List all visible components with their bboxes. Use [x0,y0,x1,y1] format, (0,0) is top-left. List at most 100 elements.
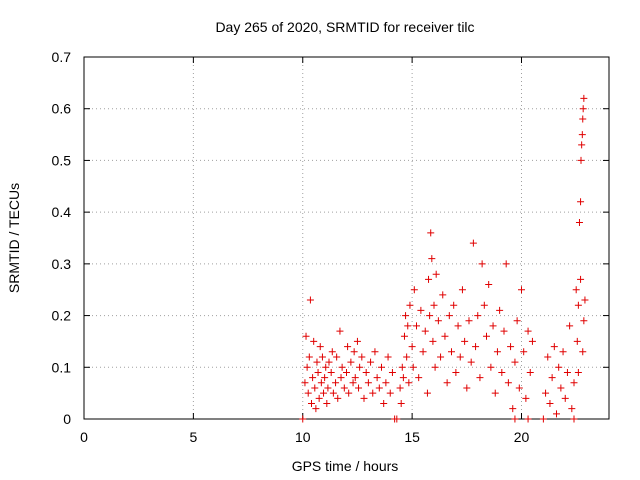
data-point [570,379,578,387]
data-point [318,353,326,361]
data-point [578,141,586,149]
data-point [578,131,586,139]
data-point [316,343,324,351]
data-point [480,301,488,309]
x-tick-label: 15 [404,429,420,445]
data-point [343,368,350,376]
data-point [413,322,420,330]
data-point [526,368,534,376]
data-point [304,389,312,397]
data-point [518,286,525,294]
data-point [406,301,414,309]
data-point [312,405,320,413]
data-point [465,317,473,325]
data-point [577,275,585,283]
x-tick-labels: 0 5 10 15 20 [80,429,529,445]
data-point [338,363,346,371]
data-point [500,327,508,335]
data-point [360,394,368,402]
data-point [450,301,458,309]
data-point [344,343,352,351]
data-point [425,275,433,283]
data-point [555,363,563,371]
data-point [397,399,405,407]
data-point [522,394,530,402]
data-point [402,312,410,320]
data-point [561,394,569,402]
data-point [507,343,515,351]
data-point [483,332,490,340]
data-point [353,337,361,345]
data-point [356,363,364,371]
data-point [577,156,585,164]
data-point [443,379,451,387]
data-point [408,343,416,351]
data-point [321,374,329,382]
data-point [340,384,348,392]
x-tick-label: 0 [80,429,88,445]
data-point [310,337,318,345]
data-point [548,374,556,382]
data-point [476,374,484,382]
y-tick-label: 0.5 [52,152,72,168]
data-point [570,415,578,423]
data-point [454,322,462,330]
data-points [299,94,589,423]
data-point [431,363,439,371]
data-point [375,384,383,392]
data-point [423,389,431,397]
data-point [306,296,314,304]
data-point [427,229,435,237]
data-point [580,94,588,102]
data-point [358,353,366,361]
data-point [393,415,401,423]
data-point [378,363,385,371]
data-point [452,368,460,376]
data-point [524,327,532,335]
data-point [542,389,550,397]
data-point [382,379,390,387]
data-point [581,296,589,304]
y-tick-label: 0.1 [52,359,72,375]
data-point [400,332,408,340]
data-point [441,332,449,340]
data-point [417,306,425,314]
data-point [474,312,482,320]
plot-frame [83,56,610,420]
data-point [577,198,585,206]
data-point [345,389,353,397]
y-tick-labels: 0 0.1 0.2 0.3 0.4 0.5 0.6 0.7 [52,49,72,427]
data-point [513,317,521,325]
data-point [355,384,363,392]
data-point [364,379,372,387]
data-point [349,379,357,387]
data-point [511,415,519,423]
data-point [317,379,325,387]
data-point [524,415,532,423]
data-point [511,358,519,366]
data-point [333,353,341,361]
data-point [350,348,358,356]
data-point [398,363,406,371]
data-point [419,348,427,356]
data-point [504,379,512,387]
data-point [458,286,466,294]
data-point [311,384,319,392]
data-point [553,410,560,418]
data-point [320,389,328,397]
data-point [426,312,434,320]
data-point [502,260,510,268]
axis-ticks [83,56,609,420]
chart-title: Day 265 of 2020, SRMTID for receiver til… [215,19,474,35]
data-point [563,368,571,376]
x-axis-label: GPS time / hours [292,458,399,474]
data-point [491,389,499,397]
data-point [579,348,587,356]
x-tick-label: 20 [514,429,530,445]
data-point [409,363,417,371]
data-point [315,394,323,402]
data-point [429,337,437,345]
y-tick-label: 0.7 [52,49,72,65]
data-point [404,322,412,330]
